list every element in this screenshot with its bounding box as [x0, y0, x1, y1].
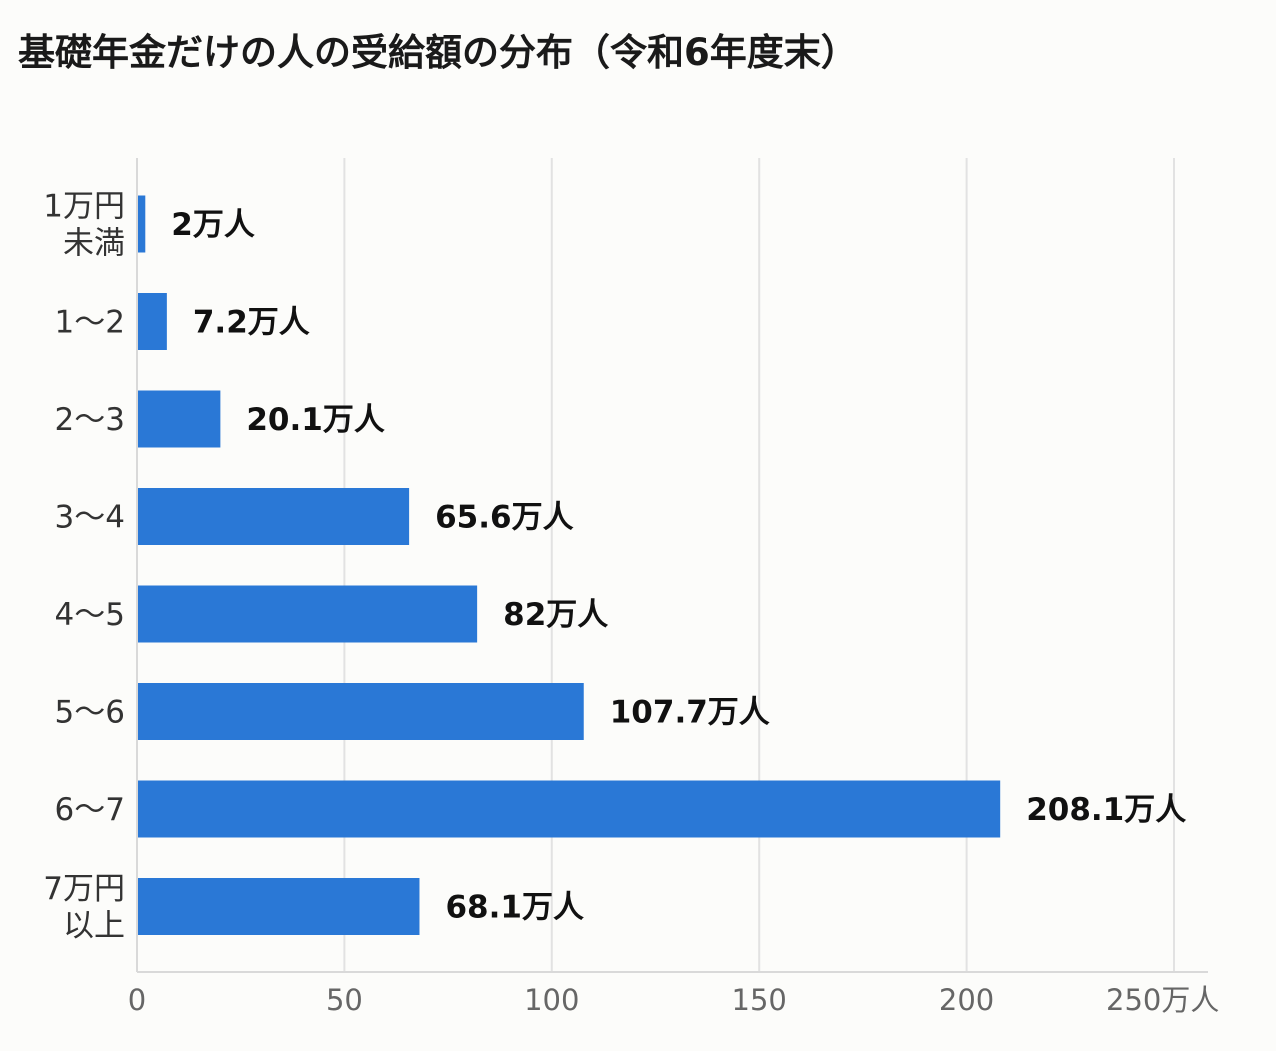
data-label: 68.1万人 [445, 890, 583, 926]
data-label: 208.1万人 [1026, 792, 1186, 828]
data-label: 82万人 [503, 597, 608, 633]
x-tick-label: 50 [326, 983, 363, 1017]
data-label: 7.2万人 [193, 305, 310, 341]
data-label: 20.1万人 [246, 402, 385, 438]
data-label: 107.7万人 [610, 695, 770, 731]
category-label: 1万円 [43, 189, 125, 225]
category-label: 6〜7 [55, 792, 125, 828]
category-label: 1〜2 [55, 305, 125, 341]
bar [137, 293, 167, 350]
category-label: 5〜6 [55, 695, 125, 731]
bar [137, 683, 584, 740]
x-tick-label: 0 [128, 983, 146, 1017]
x-tick-label: 250万人 [1106, 983, 1219, 1017]
bar [137, 780, 1001, 838]
data-label: 2万人 [171, 207, 255, 243]
bar [137, 878, 420, 935]
bar [137, 195, 146, 253]
data-label: 65.6万人 [435, 500, 573, 536]
x-tick-label: 100 [524, 983, 579, 1017]
x-tick-label: 150 [732, 983, 787, 1017]
category-label: 7万円 [43, 871, 125, 907]
category-label: 以上 [63, 908, 125, 944]
category-label: 2〜3 [55, 402, 125, 438]
bars [137, 195, 1001, 935]
bar [137, 488, 410, 545]
category-label: 未満 [63, 226, 125, 262]
x-tick-label: 200 [939, 983, 994, 1017]
gridlines [343, 158, 1175, 972]
axis: 0 50 100 150 200 250万人 [128, 158, 1219, 1017]
category-label: 4〜5 [55, 597, 125, 633]
bar [137, 390, 221, 448]
chart-title: 基礎年金だけの人の受給額の分布（令和6年度末） [18, 31, 858, 74]
category-label: 3〜4 [55, 500, 125, 536]
bar [137, 585, 478, 643]
